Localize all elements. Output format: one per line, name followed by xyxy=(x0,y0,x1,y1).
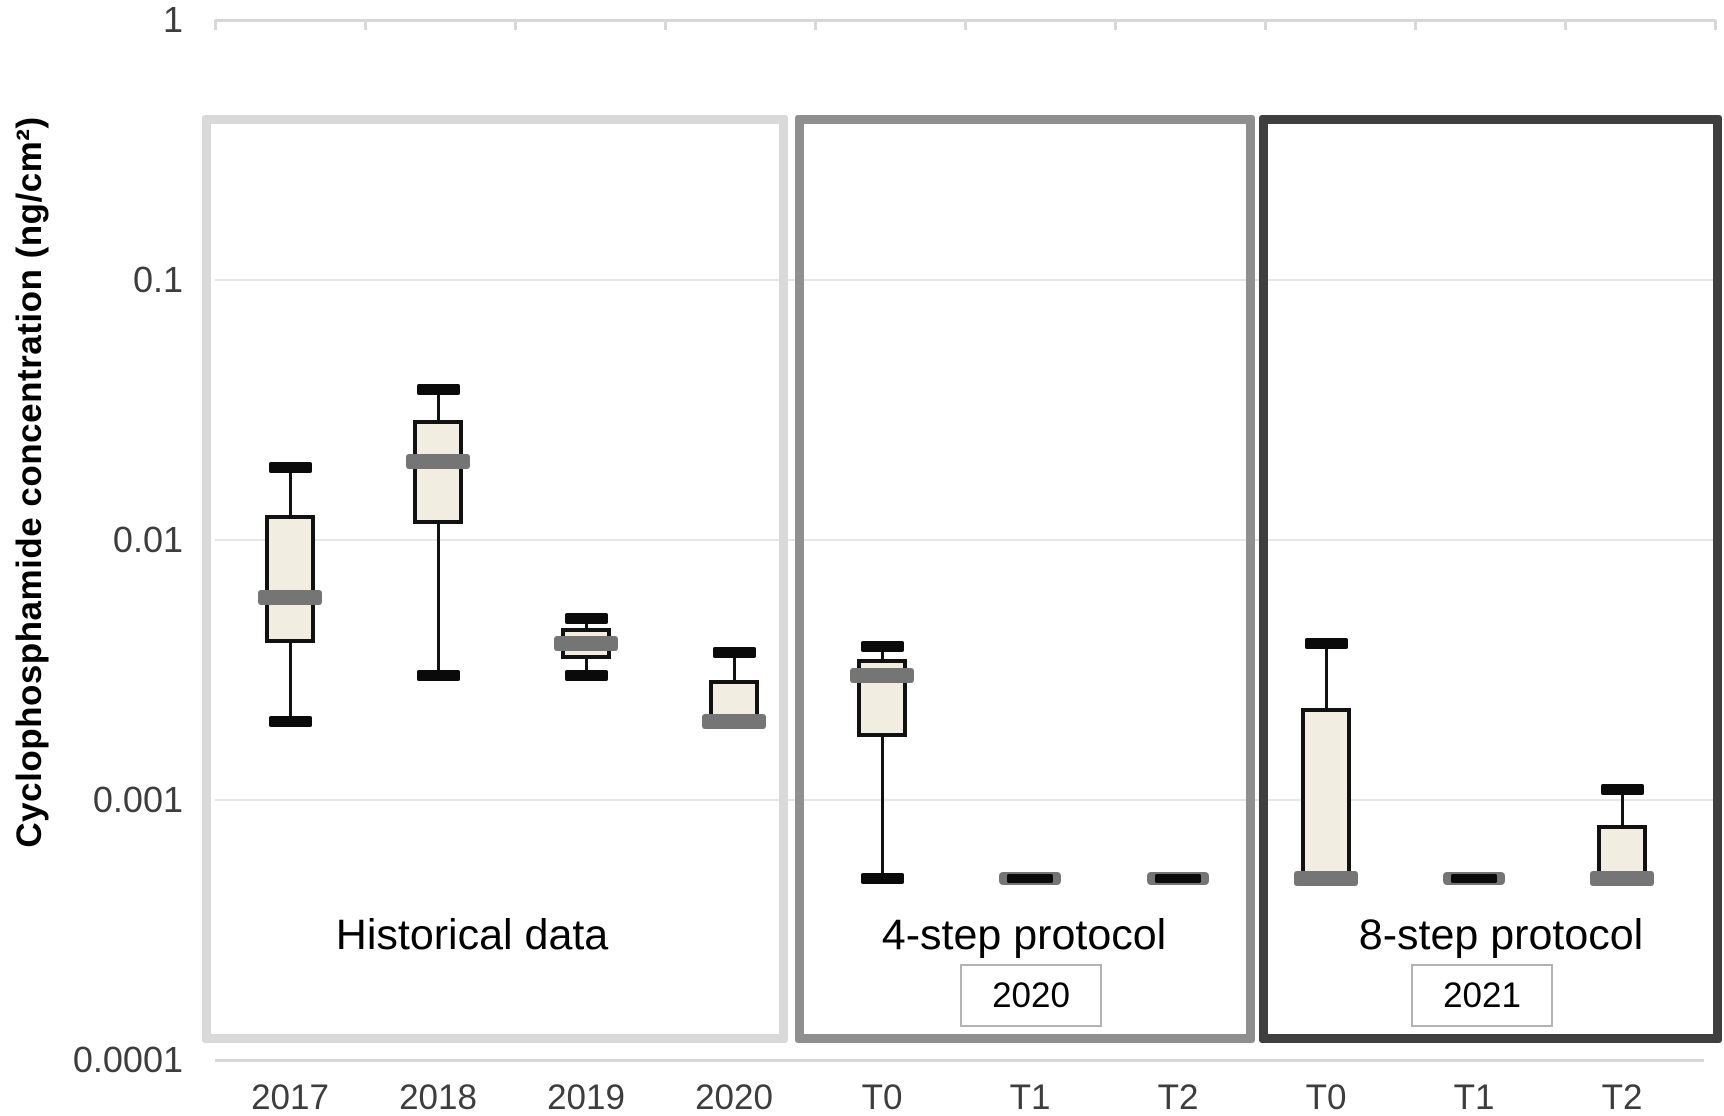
top-axis-tick xyxy=(664,20,667,30)
box xyxy=(265,514,315,644)
whisker-cap-min xyxy=(268,716,312,728)
panel-label: 8-step protocol xyxy=(1358,911,1644,959)
panel-label: 4-step protocol xyxy=(881,911,1167,959)
whisker-cap-max xyxy=(712,646,756,658)
whisker-cap-max xyxy=(1600,783,1644,795)
x-tick-label: 2020 xyxy=(695,1078,773,1116)
loq-bar xyxy=(1155,873,1201,883)
y-tick-label: 1 xyxy=(162,0,183,40)
whisker-upper xyxy=(880,646,884,659)
gridline xyxy=(215,799,1716,801)
whisker-cap-min xyxy=(416,670,460,682)
x-tick-label: T0 xyxy=(861,1078,903,1116)
y-tick-label: 0.0001 xyxy=(72,1039,183,1080)
whisker-lower xyxy=(584,658,588,676)
box xyxy=(1301,708,1351,879)
whisker-upper xyxy=(1620,789,1624,826)
gridline xyxy=(215,539,1716,541)
panel-frame-0 xyxy=(202,115,788,1043)
whisker-upper xyxy=(288,467,292,515)
top-axis-tick xyxy=(1114,20,1117,30)
median-band xyxy=(1294,870,1358,886)
loq-bar xyxy=(1451,873,1497,883)
top-axis-tick xyxy=(1714,20,1717,30)
whisker-cap-min xyxy=(860,872,904,884)
top-axis-tick xyxy=(514,20,517,30)
gridline xyxy=(215,279,1716,281)
whisker-upper xyxy=(1324,643,1328,709)
box xyxy=(413,419,463,525)
x-tick-label: T2 xyxy=(1601,1078,1643,1116)
median-band xyxy=(406,454,470,470)
y-tick-label: 0.001 xyxy=(92,779,183,820)
whisker-upper xyxy=(732,652,736,680)
median-band xyxy=(554,635,618,651)
whisker-cap-max xyxy=(416,383,460,395)
whisker-lower xyxy=(880,736,884,879)
whisker-cap-max xyxy=(860,640,904,652)
median-band xyxy=(258,590,322,606)
top-axis-tick xyxy=(964,20,967,30)
x-tick-label: T1 xyxy=(1453,1078,1495,1116)
x-tick-label: 2017 xyxy=(251,1078,329,1116)
x-tick-label: 2018 xyxy=(399,1078,477,1116)
median-band xyxy=(1590,870,1654,886)
median-band xyxy=(850,668,914,684)
loq-bar xyxy=(1007,873,1053,883)
panel-frame-1 xyxy=(795,115,1255,1043)
year-badge: 2021 xyxy=(1411,964,1553,1027)
top-axis-tick xyxy=(1564,20,1567,30)
top-axis-tick xyxy=(1414,20,1417,30)
x-tick-label: T2 xyxy=(1157,1078,1199,1116)
whisker-cap-max xyxy=(1304,637,1348,649)
x-tick-label: T1 xyxy=(1009,1078,1051,1116)
x-axis-line xyxy=(215,1059,1704,1062)
year-badge: 2020 xyxy=(960,964,1102,1027)
x-tick-label: 2019 xyxy=(547,1078,625,1116)
whisker-cap-min xyxy=(564,670,608,682)
y-tick-label: 0.01 xyxy=(112,519,183,560)
whisker-lower xyxy=(288,643,292,722)
whisker-cap-max xyxy=(564,612,608,624)
y-tick-label: 0.1 xyxy=(132,259,183,300)
panel-label: Historical data xyxy=(335,911,609,959)
panel-frame-2 xyxy=(1259,115,1722,1043)
whisker-lower xyxy=(436,524,440,676)
top-axis-tick xyxy=(1264,20,1267,30)
median-band xyxy=(702,714,766,730)
top-axis-tick xyxy=(214,20,217,30)
top-axis-tick xyxy=(364,20,367,30)
whisker-cap-max xyxy=(268,462,312,474)
x-tick-label: T0 xyxy=(1305,1078,1347,1116)
top-axis-tick xyxy=(814,20,817,30)
whisker-upper xyxy=(436,389,440,420)
